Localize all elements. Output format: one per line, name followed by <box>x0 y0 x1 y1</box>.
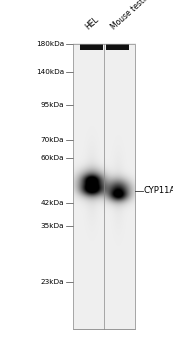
Text: 23kDa: 23kDa <box>40 279 64 285</box>
Text: CYP11A1: CYP11A1 <box>144 186 173 195</box>
Text: 70kDa: 70kDa <box>40 137 64 143</box>
Text: HEL: HEL <box>84 15 101 32</box>
Text: 140kDa: 140kDa <box>36 69 64 76</box>
Text: 180kDa: 180kDa <box>36 41 64 47</box>
Text: 95kDa: 95kDa <box>40 102 64 108</box>
Text: 35kDa: 35kDa <box>40 223 64 229</box>
Bar <box>80 44 103 50</box>
Bar <box>106 44 129 50</box>
Bar <box>80 44 103 50</box>
Bar <box>106 44 129 50</box>
Bar <box>73 44 135 329</box>
Bar <box>73 44 135 329</box>
Text: Mouse testis: Mouse testis <box>110 0 152 32</box>
Text: 60kDa: 60kDa <box>40 155 64 161</box>
Text: 42kDa: 42kDa <box>40 200 64 206</box>
